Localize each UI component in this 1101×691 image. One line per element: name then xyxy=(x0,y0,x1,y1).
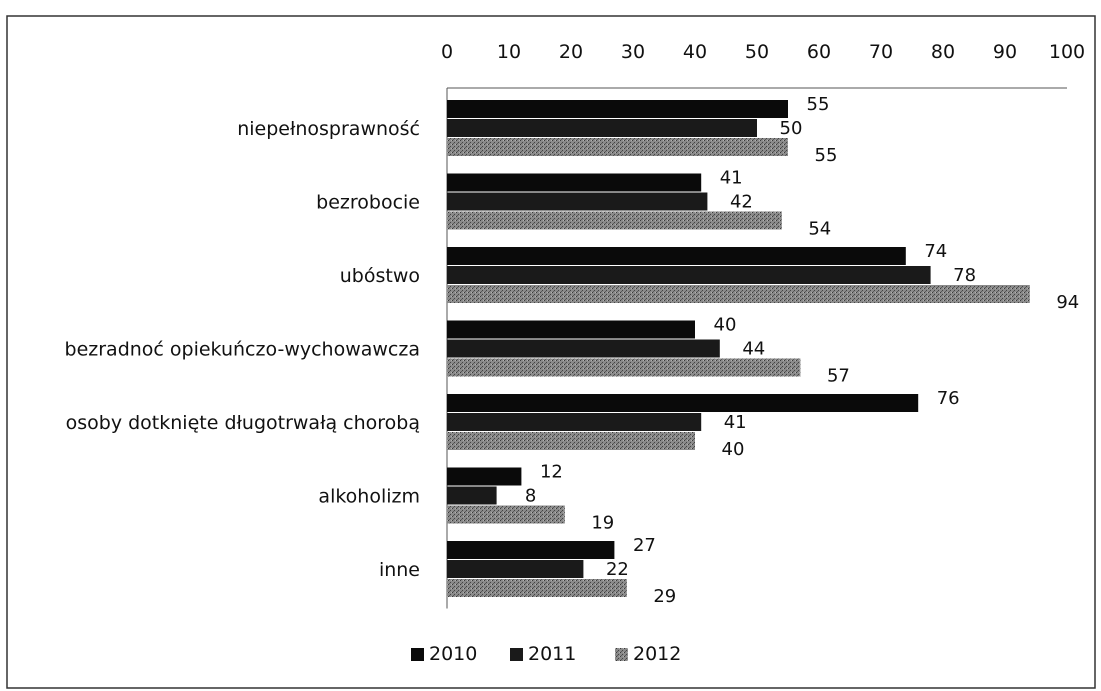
bar-2011 xyxy=(447,413,702,431)
legend-label: 2012 xyxy=(633,643,681,665)
bar-2010 xyxy=(447,100,788,118)
bar-2011 xyxy=(447,486,497,505)
data-label: 41 xyxy=(720,168,743,189)
bar-2010 xyxy=(447,541,615,559)
legend-swatch xyxy=(615,648,628,661)
data-label: 74 xyxy=(924,241,947,262)
x-axis: 0 10 20 30 40 50 60 70 80 90 100 xyxy=(441,41,1085,63)
x-tick-label: 20 xyxy=(559,41,583,63)
x-tick-label: 40 xyxy=(683,41,707,63)
bar-2012 xyxy=(447,505,565,524)
data-label: 55 xyxy=(815,145,838,166)
data-label: 76 xyxy=(937,388,960,409)
bar-2010 xyxy=(447,173,702,192)
x-tick-label: 80 xyxy=(931,41,955,63)
data-label: 40 xyxy=(714,315,737,336)
data-label: 27 xyxy=(633,535,656,556)
data-label: 40 xyxy=(722,439,745,460)
x-tick-label: 50 xyxy=(745,41,769,63)
data-label: 22 xyxy=(606,559,629,580)
bar-2012 xyxy=(447,579,627,597)
x-tick-label: 100 xyxy=(1049,41,1085,63)
bar-2010 xyxy=(447,394,919,412)
bar-2011 xyxy=(447,339,720,358)
x-tick-label: 0 xyxy=(441,41,453,63)
x-tick-label: 90 xyxy=(993,41,1017,63)
data-label: 19 xyxy=(591,513,614,534)
x-tick-label: 70 xyxy=(869,41,893,63)
legend-swatch xyxy=(510,648,523,661)
data-label: 55 xyxy=(807,94,830,115)
bar-2012 xyxy=(447,432,695,450)
category-label: inne xyxy=(379,559,420,581)
bar-2012 xyxy=(447,285,1030,303)
bar-2010 xyxy=(447,320,695,339)
data-label: 94 xyxy=(1056,292,1079,313)
bars xyxy=(447,100,1030,597)
legend-swatch xyxy=(411,648,424,661)
category-label: bezradnoć opiekuńczo-wychowawcza xyxy=(65,339,420,361)
bar-2012 xyxy=(447,358,801,377)
legend: 2010 2011 2012 xyxy=(411,643,681,665)
data-label: 44 xyxy=(742,339,765,360)
bar-2011 xyxy=(447,192,708,211)
data-label: 41 xyxy=(724,412,747,433)
category-label: ubóstwo xyxy=(340,265,420,287)
x-tick-label: 60 xyxy=(807,41,831,63)
legend-label: 2010 xyxy=(429,643,477,665)
category-label: osoby dotknięte długotrwałą chorobą xyxy=(66,412,420,434)
data-label: 12 xyxy=(540,462,563,483)
data-label: 29 xyxy=(653,586,676,607)
bar-2010 xyxy=(447,467,522,486)
x-tick-label: 30 xyxy=(621,41,645,63)
category-label: alkoholizm xyxy=(318,486,420,508)
data-label: 54 xyxy=(808,219,831,240)
chart-border xyxy=(6,15,1096,689)
category-label: bezrobocie xyxy=(316,192,420,214)
bar-2011 xyxy=(447,119,757,137)
category-labels: niepełnosprawność bezrobocie ubóstwo bezrad… xyxy=(65,118,420,581)
data-label: 50 xyxy=(780,118,803,139)
bar-2010 xyxy=(447,247,906,265)
category-label: niepełnosprawność xyxy=(237,118,420,140)
data-label: 57 xyxy=(827,366,850,387)
bar-2011 xyxy=(447,560,584,578)
data-label: 8 xyxy=(525,486,536,507)
legend-label: 2011 xyxy=(528,643,576,665)
data-labels: 5550554142547478944044577641401281927222… xyxy=(525,94,1079,607)
bar-2012 xyxy=(447,138,788,156)
data-label: 78 xyxy=(953,265,976,286)
bar-2012 xyxy=(447,211,782,230)
bar-2011 xyxy=(447,266,931,284)
data-label: 42 xyxy=(730,192,753,213)
x-tick-label: 10 xyxy=(497,41,521,63)
